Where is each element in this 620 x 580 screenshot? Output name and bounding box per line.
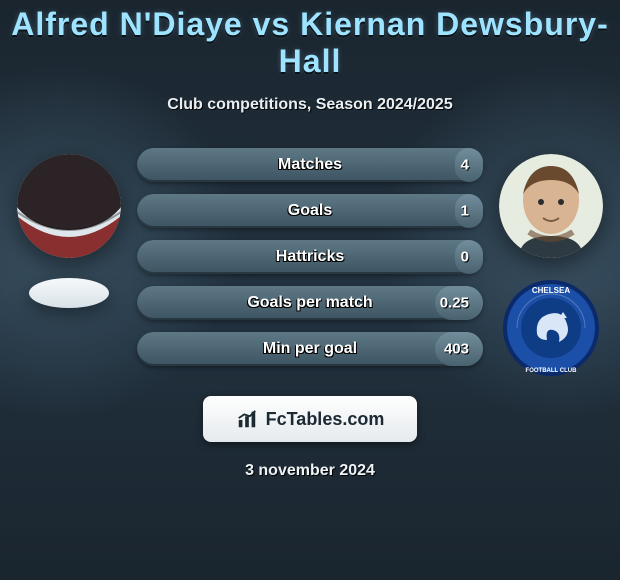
subtitle: Club competitions, Season 2024/2025 [0,96,620,114]
stat-label: Goals per match [247,294,372,312]
stat-right-value: 0 [461,249,469,266]
brand-chart-icon [236,408,258,430]
player-right-side: CHELSEA FOOTBALL CLUB [491,148,611,378]
stat-fill-right [455,240,483,274]
stat-label: Goals [288,202,332,220]
player-left-side [9,148,129,308]
svg-text:FOOTBALL CLUB: FOOTBALL CLUB [526,368,578,374]
stat-row-min-per-goal: Min per goal 403 [137,332,483,366]
stat-right-value: 403 [444,341,469,358]
stat-row-hattricks: Hattricks 0 [137,240,483,274]
comparison-arena: Matches 4 Goals 1 Hattricks 0 Goals per … [0,148,620,378]
player-right-avatar [499,154,603,258]
date-text: 3 november 2024 [0,462,620,480]
stat-fill-right [455,194,483,228]
stat-label: Hattricks [276,248,344,266]
stat-fill-right [455,148,483,182]
player-left-club-placeholder [29,278,109,308]
stat-right-value: 0.25 [440,295,469,312]
player-left-avatar [17,154,121,258]
brand-text: FcTables.com [266,409,385,430]
page-title: Alfred N'Diaye vs Kiernan Dewsbury-Hall [0,0,620,80]
stat-label: Min per goal [263,340,357,358]
stat-label: Matches [278,156,342,174]
stat-row-goals-per-match: Goals per match 0.25 [137,286,483,320]
stat-right-value: 4 [461,157,469,174]
content: Alfred N'Diaye vs Kiernan Dewsbury-Hall … [0,0,620,480]
stat-row-goals: Goals 1 [137,194,483,228]
stat-row-matches: Matches 4 [137,148,483,182]
brand-badge: FcTables.com [203,396,417,442]
player-right-club-badge: CHELSEA FOOTBALL CLUB [501,278,601,378]
stat-right-value: 1 [461,203,469,220]
stat-bars: Matches 4 Goals 1 Hattricks 0 Goals per … [137,148,483,366]
